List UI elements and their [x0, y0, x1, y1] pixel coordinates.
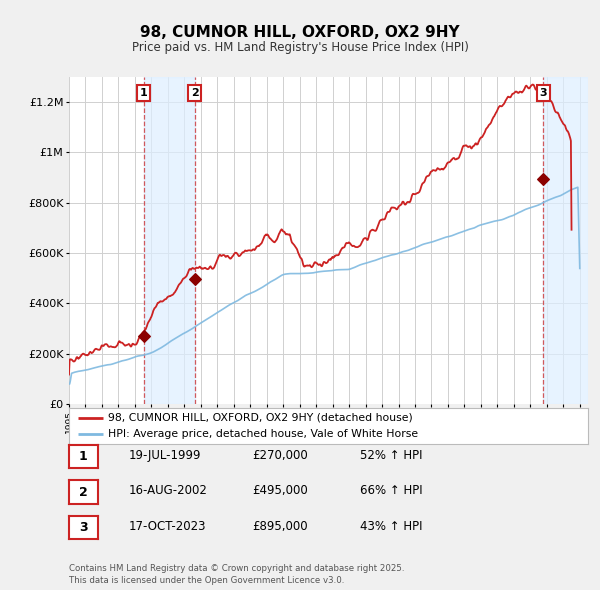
Text: £895,000: £895,000 [252, 520, 308, 533]
Point [539, 174, 548, 183]
Text: 98, CUMNOR HILL, OXFORD, OX2 9HY: 98, CUMNOR HILL, OXFORD, OX2 9HY [140, 25, 460, 40]
Text: 43% ↑ HPI: 43% ↑ HPI [360, 520, 422, 533]
Text: Price paid vs. HM Land Registry's House Price Index (HPI): Price paid vs. HM Land Registry's House … [131, 41, 469, 54]
Text: 19-JUL-1999: 19-JUL-1999 [129, 449, 202, 462]
Text: 52% ↑ HPI: 52% ↑ HPI [360, 449, 422, 462]
Text: Contains HM Land Registry data © Crown copyright and database right 2025.
This d: Contains HM Land Registry data © Crown c… [69, 564, 404, 585]
Text: 17-OCT-2023: 17-OCT-2023 [129, 520, 206, 533]
Text: £495,000: £495,000 [252, 484, 308, 497]
Text: 2: 2 [79, 486, 88, 499]
Point [190, 275, 199, 284]
Point [139, 332, 149, 341]
Text: 16-AUG-2002: 16-AUG-2002 [129, 484, 208, 497]
Text: 98, CUMNOR HILL, OXFORD, OX2 9HY (detached house): 98, CUMNOR HILL, OXFORD, OX2 9HY (detach… [108, 413, 413, 423]
Text: HPI: Average price, detached house, Vale of White Horse: HPI: Average price, detached house, Vale… [108, 429, 418, 439]
Bar [144, 77, 194, 404]
Text: 3: 3 [539, 88, 547, 98]
Text: 1: 1 [140, 88, 148, 98]
Text: 66% ↑ HPI: 66% ↑ HPI [360, 484, 422, 497]
Bar [544, 77, 588, 404]
Text: 1: 1 [79, 450, 88, 463]
Text: 2: 2 [191, 88, 199, 98]
Text: £270,000: £270,000 [252, 449, 308, 462]
Text: 3: 3 [79, 521, 88, 534]
